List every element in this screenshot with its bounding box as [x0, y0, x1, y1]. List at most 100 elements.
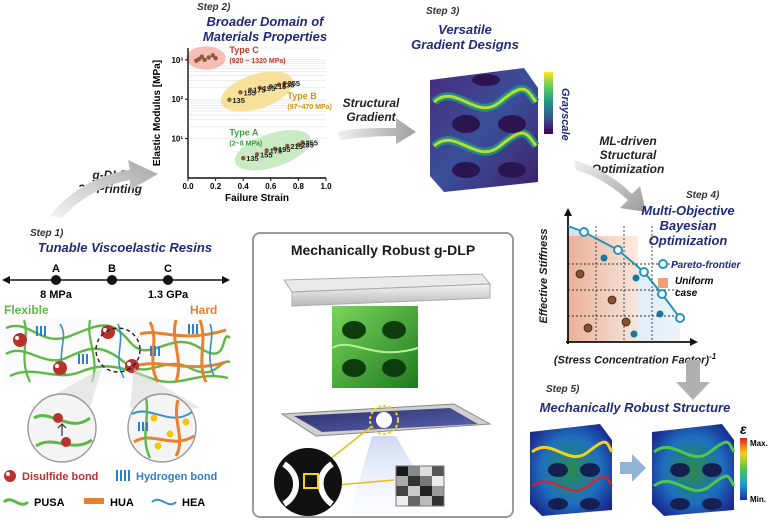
uniform-legend-line1: Uniform [675, 276, 713, 287]
grayscale-pixels [395, 465, 445, 507]
x-tick-label: 0.0 [182, 182, 194, 191]
disulfide-icon [4, 470, 16, 482]
marker-c-dot [163, 275, 173, 285]
flexible-label: Flexible [4, 303, 49, 317]
point-label: 175 [270, 146, 283, 155]
group-ellipse [234, 130, 311, 171]
robust-structure: ε Max. Min. [530, 421, 768, 516]
step2-title-line1: Broader Domain of [206, 14, 324, 29]
data-point [282, 81, 287, 86]
pareto-legend-label: Pareto-frontier [671, 260, 742, 271]
pusa-line-icon [2, 498, 30, 506]
point-label: 175 [253, 86, 266, 95]
step2-title-line2: Materials Properties [202, 29, 328, 44]
data-point [300, 140, 305, 145]
point-label: 155 [260, 150, 273, 159]
ml-label: ML-driven Structural Optimization [584, 134, 672, 176]
data-point [194, 58, 199, 63]
group-range-c: (920 ~ 1320 MPa) [229, 58, 285, 65]
grayscale-label: Grayscale [559, 88, 571, 141]
structural-gradient-line2: Gradient [346, 110, 396, 124]
point-label: 195 [263, 84, 276, 93]
legend-hua: HUA [110, 497, 134, 509]
chart-points [194, 53, 305, 161]
step1-title: Tunable Viscoelastic Resins [37, 240, 213, 255]
center-panel: Mechanically Robust g-DLP [252, 232, 514, 518]
step3-number: Step 3) [426, 6, 460, 17]
group-range-b: (97~470 MPa) [287, 104, 332, 111]
modulus-strain-chart: 0.0 0.2 0.4 0.6 0.8 1.0 10¹ 10² 10³ Failure Strai… [152, 45, 332, 202]
zoom-dashed-circle [95, 327, 141, 373]
x-tick-label: 0.6 [265, 182, 277, 191]
pareto-ylabel: Effective Stiffness [538, 228, 550, 324]
data-point [257, 85, 262, 91]
pareto-chart [564, 208, 698, 346]
fea-result-after [652, 424, 736, 516]
zoom-circle-right [127, 393, 197, 463]
ml-line2: Structural [599, 148, 657, 162]
group-range-a: (2~8 MPa) [229, 141, 262, 148]
uniform-legend-line2: case [675, 288, 698, 299]
structural-gradient-arrow [338, 118, 416, 144]
y-tick-label: 10¹ [171, 135, 183, 144]
fea-result-before [530, 424, 614, 516]
x-tick-label: 0.2 [210, 182, 222, 191]
polymer-network [4, 318, 231, 384]
group-name-a: Type A [229, 128, 259, 138]
group-ellipse [186, 46, 226, 70]
marker-c-value: 1.3 GPa [148, 289, 189, 301]
data-point [276, 82, 282, 87]
legend-disulfide: Disulfide bond [22, 471, 98, 483]
data-point [268, 83, 273, 89]
x-axis-label: Failure Strain [225, 193, 289, 202]
step4-title: Multi-Objective Bayesian Optimization [618, 203, 758, 248]
colorbar-min: Min. [750, 495, 766, 504]
data-point [199, 54, 204, 59]
data-point [272, 146, 278, 152]
data-point [227, 97, 232, 102]
gradient-lattice: Grayscale [430, 68, 571, 192]
center-title: Mechanically Robust g-DLP [290, 242, 476, 258]
group-ellipse [220, 71, 294, 112]
grayscale-colorbar [544, 72, 553, 134]
before-after-arrow [620, 454, 646, 482]
legend-hea: HEA [182, 497, 205, 509]
hydrogen-bond-icon [116, 470, 130, 481]
hard-label: Hard [190, 303, 217, 317]
data-point [264, 148, 269, 153]
pareto-xlabel-sup: -1 [709, 352, 717, 361]
ml-arrow [574, 160, 646, 212]
projected-pattern [274, 448, 342, 516]
data-point [206, 55, 211, 60]
marker-a-value: 8 MPa [40, 289, 73, 301]
group-name-b: Type B [287, 91, 317, 101]
x-tick-label: 0.8 [293, 182, 305, 191]
point-label: 215 [290, 142, 303, 151]
step4-title-line3: Optimization [648, 233, 728, 248]
gdlp-printer-illustration [274, 273, 492, 516]
x-tick-label: 0.4 [238, 182, 250, 191]
strain-colorbar [740, 438, 747, 500]
data-point [247, 87, 253, 92]
data-point [296, 142, 301, 147]
point-label: 235 [282, 81, 295, 90]
step3-title: Versatile Gradient Designs [400, 22, 530, 52]
marker-c-letter: C [164, 263, 172, 275]
pareto-legend: Pareto-frontier Uniform case [658, 259, 742, 299]
pareto-xlabel-text: (Stress Concentration Factor) [553, 354, 710, 367]
pareto-legend-icon [658, 259, 668, 269]
point-label: 135 [232, 96, 245, 105]
step2-title: Broader Domain of Materials Properties [180, 14, 350, 44]
data-point [285, 143, 290, 149]
step4-title-line2: Bayesian [659, 218, 717, 233]
data-point [210, 53, 216, 58]
uniform-legend-icon [658, 278, 668, 288]
axis-right-arrowhead [222, 276, 230, 284]
step5-number: Step 5) [546, 384, 580, 395]
data-point [213, 56, 218, 61]
zoom-circle-left [27, 393, 97, 463]
data-point [238, 90, 243, 95]
marker-b-letter: B [108, 263, 116, 275]
marker-a-dot [51, 275, 61, 285]
